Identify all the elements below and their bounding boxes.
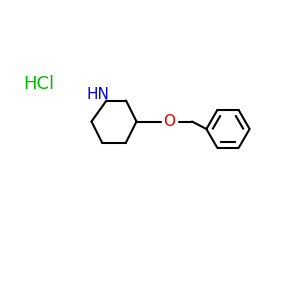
Text: HN: HN bbox=[86, 87, 109, 102]
Text: O: O bbox=[164, 114, 175, 129]
Text: HCl: HCl bbox=[23, 75, 55, 93]
